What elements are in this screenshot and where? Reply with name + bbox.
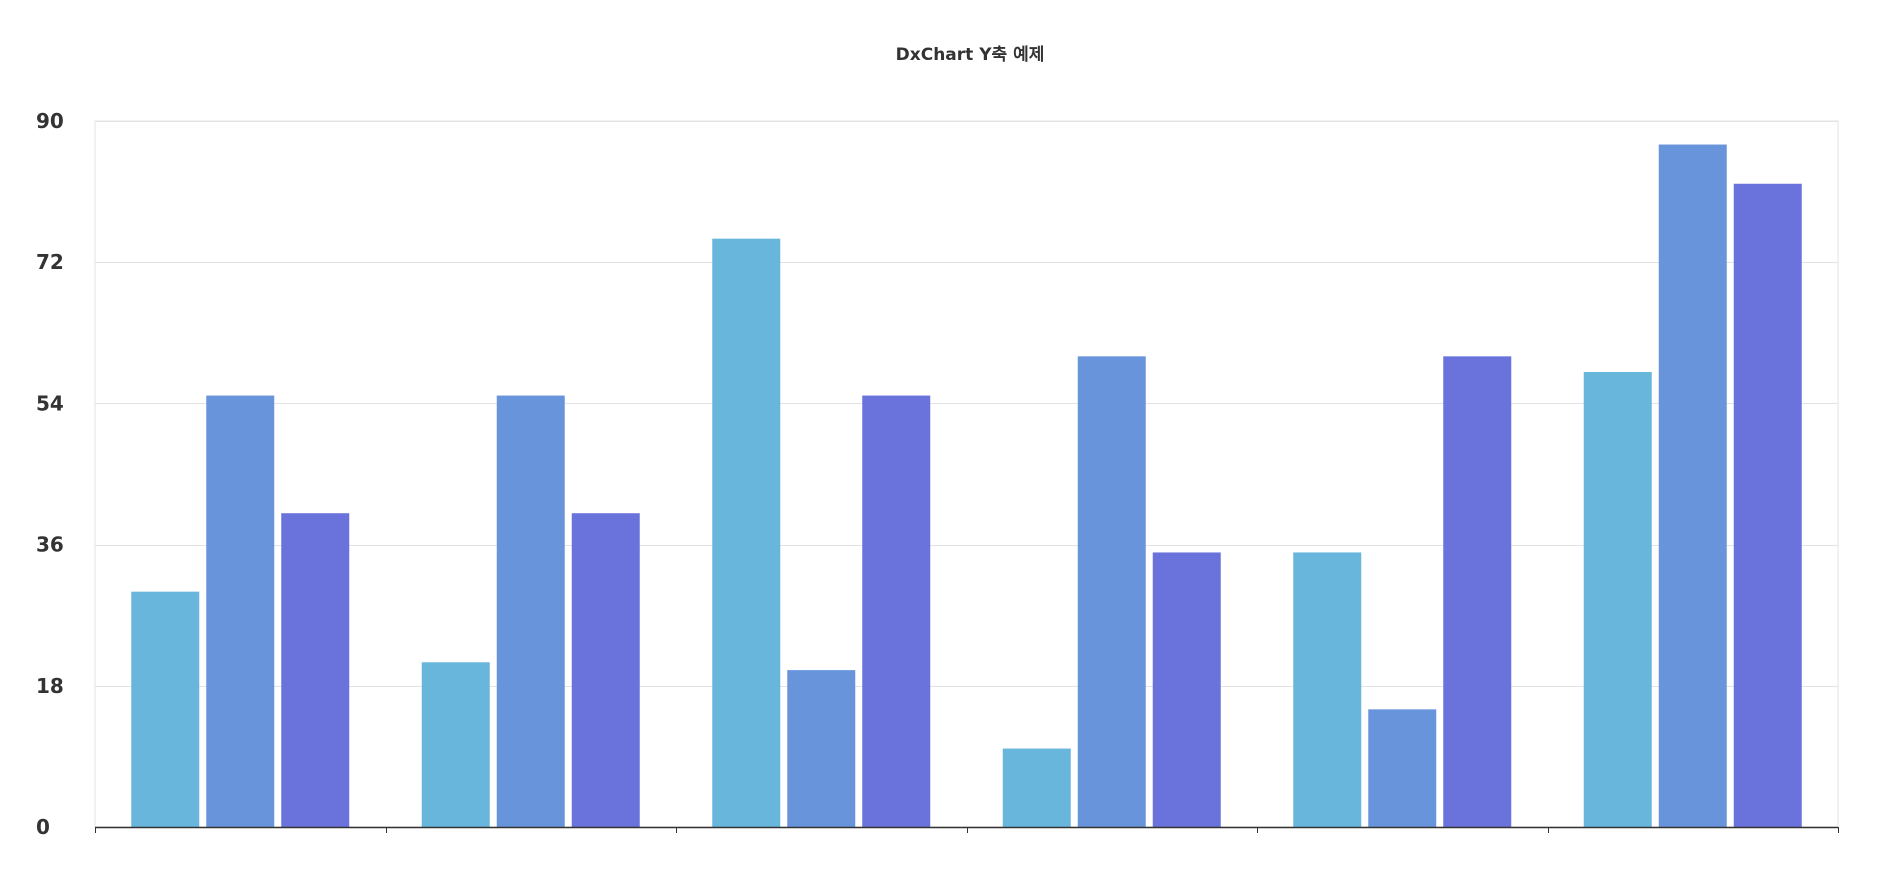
y-tick-label: 90 (36, 109, 64, 133)
bar (862, 395, 931, 827)
bar (496, 395, 565, 827)
bar (131, 591, 200, 827)
bar (1293, 552, 1362, 827)
bar (206, 395, 275, 827)
bar (281, 513, 350, 827)
bar (787, 670, 856, 827)
bar (1077, 356, 1146, 827)
bar (1368, 709, 1437, 827)
x-axis (95, 826, 1839, 833)
y-tick-label: 36 (36, 533, 64, 557)
y-tick-label: 54 (36, 391, 64, 415)
bar (1583, 372, 1652, 827)
bar (1658, 144, 1727, 828)
bar (421, 662, 490, 827)
bar (571, 513, 640, 827)
bar (1152, 552, 1221, 827)
bar (1733, 183, 1802, 827)
grid-lines (95, 121, 1838, 828)
bar (712, 238, 781, 827)
y-axis-tick-labels: 0 18 36 54 72 90 (36, 109, 64, 839)
y-tick-label: 18 (36, 674, 64, 698)
y-tick-label: 0 (36, 815, 50, 839)
bar (1002, 748, 1071, 827)
bar (1443, 356, 1512, 827)
plot-area-border (94, 120, 1839, 828)
bars (131, 144, 1802, 828)
y-tick-label: 72 (36, 250, 64, 274)
chart-title: DxChart Y축 예제 (895, 45, 1045, 65)
